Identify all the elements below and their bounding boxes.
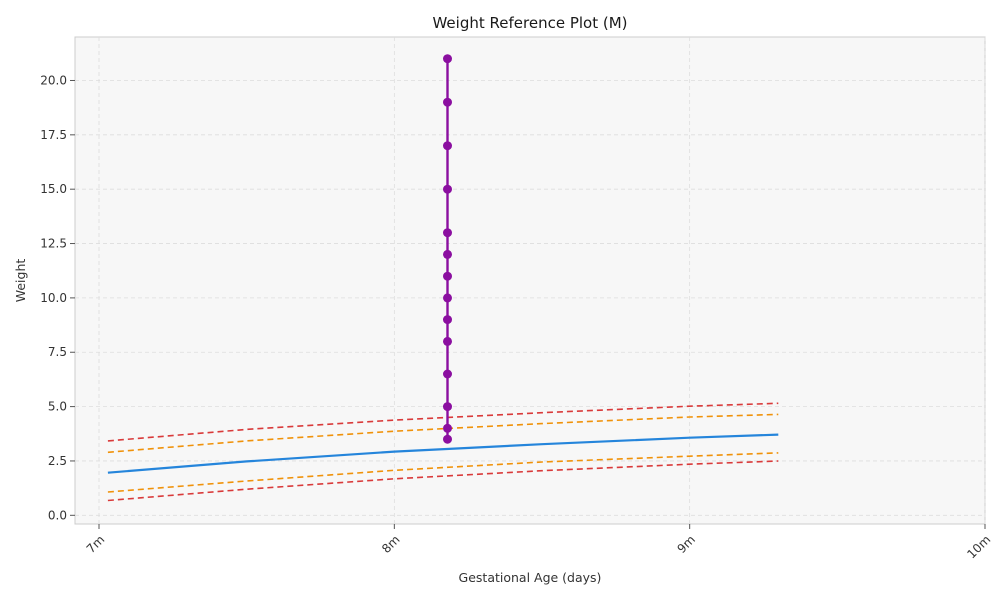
y-tick-label: 12.5	[40, 237, 67, 251]
reference-curve	[107, 413, 779, 454]
reference-curve	[107, 460, 779, 502]
measurement-point	[443, 97, 452, 107]
x-tick-label: 10m	[964, 532, 993, 561]
x-axis-ticks: 7m 8m 9m 10m	[84, 524, 993, 561]
y-tick-label: 15.0	[40, 182, 67, 196]
reference-curve	[107, 402, 779, 442]
y-tick-label: 20.0	[40, 73, 67, 87]
measurement-point	[443, 271, 452, 281]
y-tick-label: 0.0	[48, 508, 67, 522]
grid	[75, 37, 986, 524]
measurement-group	[443, 54, 452, 444]
y-axis-label: Weight	[13, 259, 28, 303]
measurement-point	[443, 423, 452, 433]
measurement-point	[443, 402, 452, 412]
series-group	[107, 402, 779, 502]
reference-curve	[107, 433, 779, 474]
measurement-point	[443, 228, 452, 238]
x-tick-label: 9m	[674, 532, 698, 556]
measurement-point	[443, 336, 452, 346]
y-tick-label: 5.0	[48, 400, 67, 414]
measurement-point	[443, 293, 452, 303]
reference-curve	[107, 452, 779, 493]
x-tick-label: 7m	[84, 532, 108, 556]
chart-title: Weight Reference Plot (M)	[432, 14, 627, 32]
measurement-point	[443, 54, 452, 64]
y-axis-ticks: 0.0 2.5 5.0 7.5 10.0 12.5 15.0 17.5 20.0	[40, 73, 75, 522]
y-tick-label: 7.5	[48, 345, 67, 359]
plot-area	[74, 36, 986, 525]
x-tick-label: 8m	[379, 532, 403, 556]
measurement-point	[443, 434, 452, 444]
y-tick-label: 2.5	[48, 454, 67, 468]
measurement-point	[443, 315, 452, 325]
x-axis-label: Gestational Age (days)	[459, 570, 602, 585]
y-tick-label: 10.0	[40, 291, 67, 305]
measurement-point	[443, 249, 452, 259]
y-tick-label: 17.5	[40, 128, 67, 142]
measurement-point	[443, 141, 452, 151]
measurement-point	[443, 184, 452, 194]
measurement-point	[443, 369, 452, 379]
